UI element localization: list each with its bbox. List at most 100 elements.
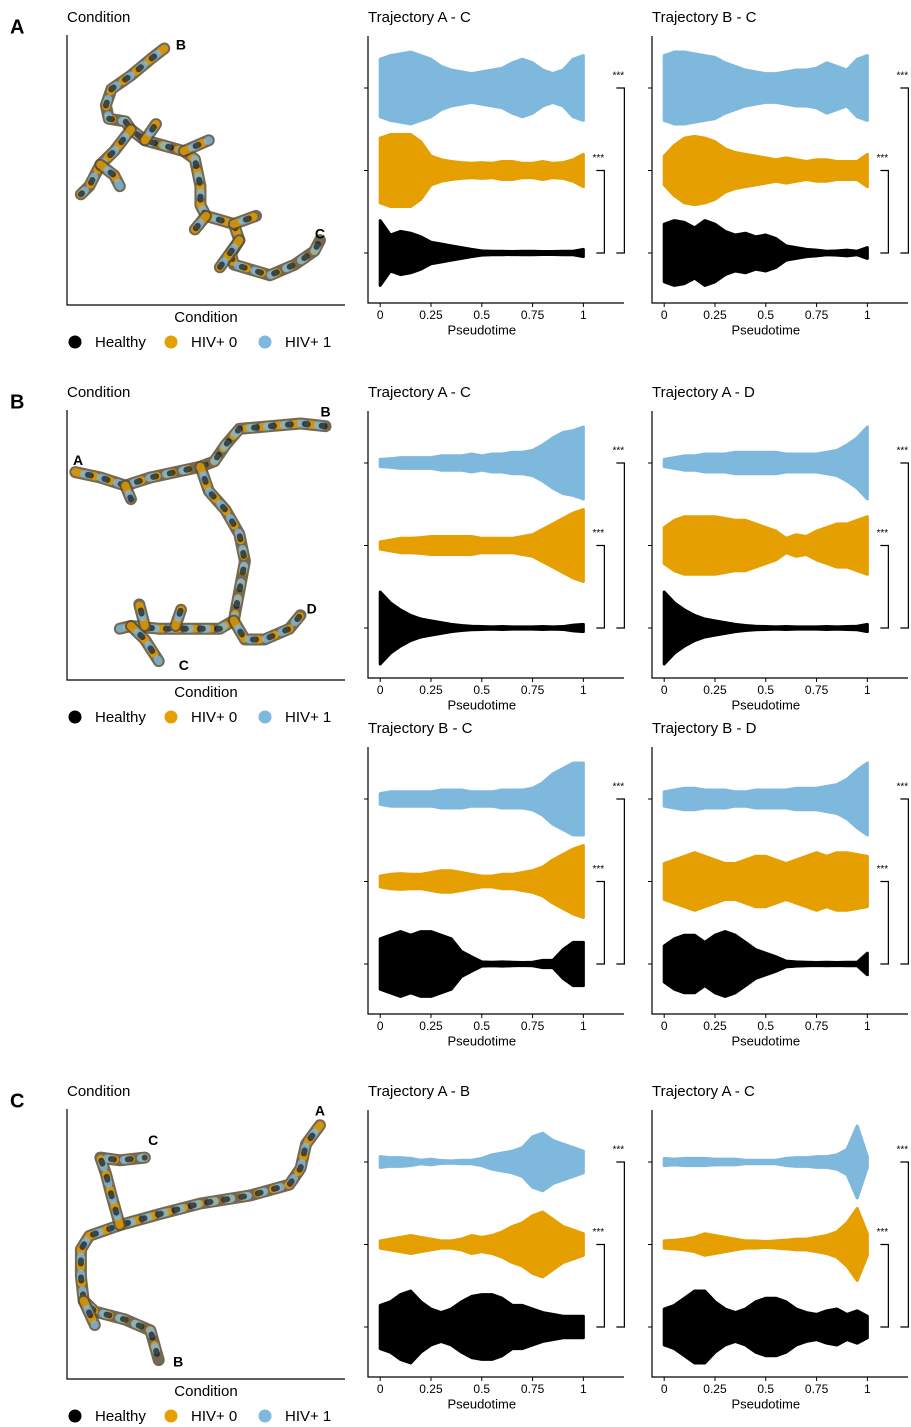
x-axis-label: Pseudotime bbox=[731, 1033, 800, 1048]
x-tick-label: 0 bbox=[661, 308, 668, 322]
beeswarm-group bbox=[662, 134, 869, 207]
panel-label: A bbox=[10, 16, 24, 38]
legend-label: Healthy bbox=[95, 1408, 146, 1425]
x-tick-label: 0.5 bbox=[473, 1382, 490, 1396]
significance-bracket bbox=[596, 544, 605, 629]
endpoint-label: B bbox=[173, 1354, 183, 1370]
endpoint-label: A bbox=[73, 452, 83, 468]
x-axis-label: Pseudotime bbox=[731, 322, 800, 337]
branch-overlay bbox=[229, 211, 261, 228]
significance-bracket bbox=[596, 1243, 605, 1328]
x-tick-label: 0.5 bbox=[473, 1019, 490, 1033]
x-tick-label: 1 bbox=[864, 683, 871, 697]
x-tick-label: 0 bbox=[377, 308, 384, 322]
x-tick-label: 0.25 bbox=[419, 1382, 443, 1396]
legend-swatch bbox=[258, 1409, 272, 1423]
x-tick-label: 1 bbox=[864, 1382, 871, 1396]
x-tick-label: 0.25 bbox=[703, 683, 727, 697]
significance-bracket bbox=[900, 87, 909, 254]
beeswarm-group bbox=[378, 425, 585, 501]
beeswarm-group bbox=[662, 50, 869, 126]
branch-overlay bbox=[122, 482, 134, 503]
endpoint-label: C bbox=[179, 657, 189, 673]
x-tick-label: 0.75 bbox=[521, 1382, 545, 1396]
x-tick-label: 0.75 bbox=[521, 1019, 545, 1033]
axis-line bbox=[66, 410, 345, 681]
x-tick-label: 0.25 bbox=[703, 1382, 727, 1396]
significance-label: *** bbox=[593, 864, 605, 875]
axis-line bbox=[651, 1110, 908, 1378]
x-tick-label: 0.5 bbox=[757, 308, 774, 322]
x-tick-label: 0.75 bbox=[521, 683, 545, 697]
beeswarm-group bbox=[662, 590, 869, 666]
significance-bracket bbox=[900, 798, 909, 965]
legend-swatch bbox=[258, 335, 272, 349]
beeswarm-group bbox=[662, 930, 869, 998]
branch-overlay bbox=[102, 45, 323, 279]
significance-bracket bbox=[880, 880, 889, 965]
panel-title: Trajectory B - C bbox=[652, 9, 757, 26]
significance-label: *** bbox=[877, 864, 889, 875]
x-tick-label: 1 bbox=[580, 1382, 587, 1396]
x-axis-label: Condition bbox=[174, 309, 237, 326]
axis-line bbox=[651, 411, 908, 679]
legend-swatch bbox=[68, 1409, 82, 1423]
panel-title: Condition bbox=[67, 9, 130, 26]
x-tick-label: 0.75 bbox=[521, 308, 545, 322]
beeswarm-group bbox=[378, 1289, 585, 1365]
beeswarm-group bbox=[662, 425, 869, 501]
beeswarm-group bbox=[662, 1289, 869, 1365]
endpoint-label: C bbox=[315, 226, 325, 242]
x-tick-label: 0 bbox=[377, 1382, 384, 1396]
x-tick-label: 1 bbox=[580, 1019, 587, 1033]
significance-label: *** bbox=[613, 446, 625, 457]
panel-label: C bbox=[10, 1090, 24, 1112]
legend-swatch bbox=[258, 710, 272, 724]
axis-line bbox=[367, 36, 624, 304]
branch-overlay bbox=[116, 463, 248, 632]
branch-overlay bbox=[172, 606, 184, 629]
axis-line bbox=[651, 747, 908, 1015]
significance-label: *** bbox=[593, 528, 605, 539]
endpoint-label: B bbox=[176, 37, 186, 53]
branch-overlay bbox=[101, 44, 324, 280]
x-tick-label: 0 bbox=[661, 1382, 668, 1396]
legend-swatch bbox=[164, 1409, 178, 1423]
x-axis-label: Condition bbox=[174, 1383, 237, 1400]
axis-line bbox=[651, 36, 908, 304]
x-tick-label: 0 bbox=[661, 683, 668, 697]
beeswarm-group bbox=[378, 930, 585, 998]
legend-swatch bbox=[68, 335, 82, 349]
beeswarm-group bbox=[662, 851, 869, 912]
legend-label: HIV+ 1 bbox=[285, 709, 331, 726]
panel-title: Trajectory A - C bbox=[652, 1083, 755, 1100]
significance-bracket bbox=[596, 169, 605, 254]
axis-line bbox=[66, 35, 345, 306]
significance-label: *** bbox=[897, 1145, 909, 1156]
significance-bracket bbox=[900, 1161, 909, 1328]
beeswarm-group bbox=[662, 515, 869, 576]
x-axis-label: Pseudotime bbox=[447, 697, 516, 712]
x-tick-label: 0.25 bbox=[419, 308, 443, 322]
legend-swatch bbox=[164, 335, 178, 349]
significance-bracket bbox=[900, 462, 909, 629]
x-tick-label: 1 bbox=[580, 308, 587, 322]
legend-label: HIV+ 0 bbox=[191, 334, 237, 351]
endpoint-label: D bbox=[307, 601, 317, 617]
beeswarm-group bbox=[662, 1124, 869, 1200]
beeswarm-group bbox=[662, 761, 869, 837]
x-tick-label: 0 bbox=[661, 1019, 668, 1033]
x-tick-label: 0.5 bbox=[757, 1382, 774, 1396]
x-tick-label: 1 bbox=[580, 683, 587, 697]
branch-overlay bbox=[216, 237, 243, 271]
branch bbox=[99, 42, 326, 282]
beeswarm-group bbox=[378, 1131, 585, 1193]
significance-label: *** bbox=[613, 71, 625, 82]
significance-label: *** bbox=[897, 71, 909, 82]
endpoint-label: C bbox=[148, 1132, 158, 1148]
branch-overlay bbox=[230, 612, 304, 643]
endpoint-label: A bbox=[315, 1102, 325, 1118]
significance-bracket bbox=[596, 880, 605, 965]
branch-overlay bbox=[141, 121, 159, 144]
